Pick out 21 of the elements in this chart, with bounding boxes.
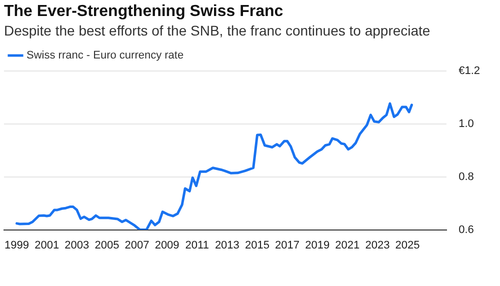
x-tick-label: 2007	[124, 239, 150, 252]
chart-title: The Ever-Strengthening Swiss Franc	[4, 3, 284, 20]
x-tick-label: 2001	[34, 239, 60, 252]
chart-subtitle: Despite the best efforts of the SNB, the franc continues to appreciate	[4, 22, 430, 38]
x-tick-label: 2011	[185, 239, 209, 252]
y-tick-label: 1.0	[458, 118, 474, 130]
y-tick-label: 0.6	[458, 224, 474, 236]
x-tick-label: 1999	[4, 239, 30, 252]
x-tick-label: 2009	[154, 239, 180, 252]
x-tick-label: 2013	[214, 239, 240, 252]
x-tick-label: 2025	[395, 239, 420, 252]
legend-label: Swiss rranc - Euro currency rate	[26, 50, 184, 62]
x-tick-label: 2023	[365, 239, 390, 252]
x-tick-label: 2005	[94, 239, 120, 252]
x-tick-label: 2021	[335, 239, 360, 252]
x-tick-label: 2003	[64, 239, 90, 252]
y-tick-label: €1.2	[458, 65, 480, 78]
x-tick-label: 2017	[275, 239, 300, 252]
x-tick-label: 2015	[244, 239, 270, 252]
x-tick-label: 2019	[305, 239, 330, 252]
y-tick-label: 0.8	[458, 170, 474, 183]
